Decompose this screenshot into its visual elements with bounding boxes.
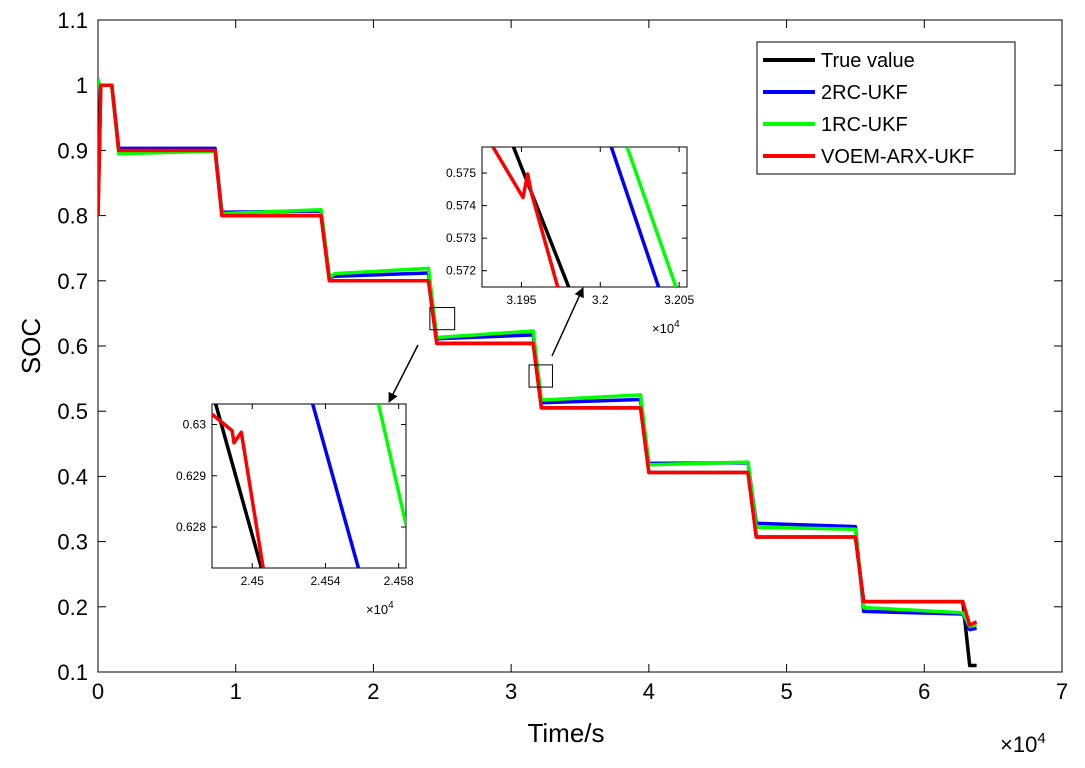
x-tick-label: 7 [1056, 679, 1068, 704]
series-group [98, 78, 978, 668]
inset-lower: 2.45 2.454 2.458 0.628 0.629 0.63 ×104 [176, 403, 414, 617]
inset-series-line-true-value [214, 404, 264, 568]
axis-ticks: 0 1 2 3 4 5 6 7 0.1 0.2 0.3 0.4 0.5 0.6 0.7 0.8 0.9 1 1.1 [57, 8, 1068, 704]
y-tick-label: 0.1 [57, 660, 88, 685]
y-axis-title: SOC [16, 318, 46, 374]
inset-series-line-2rc-ukf [311, 404, 361, 568]
inset-x-tick-label: 2.454 [310, 574, 340, 588]
y-tick-label: 0.9 [57, 138, 88, 163]
inset-y-tick-label: 0.575 [446, 166, 476, 180]
zoom-box [528, 364, 553, 388]
inset-y-tick-label: 0.628 [176, 520, 206, 534]
x-tick-label: 4 [643, 679, 655, 704]
y-tick-label: 0.8 [57, 204, 88, 229]
legend-label: VOEM-ARX-UKF [821, 146, 974, 168]
legend-label: 2RC-UKF [821, 82, 908, 104]
zoom-arrow-lower [388, 344, 419, 403]
x-tick-label: 3 [505, 679, 517, 704]
inset-lower-frame [211, 403, 407, 569]
inset-series-line-1rc-ukf [625, 147, 678, 287]
inset-upper: 3.195 3.2 3.205 0.572 0.573 0.574 0.575 ×104 [446, 146, 694, 336]
zoom-arrow-upper [551, 287, 584, 357]
inset-x-tick-label: 3.205 [664, 293, 694, 307]
inset-y-tick-label: 0.572 [446, 264, 476, 278]
series-line-voem-arx-ukf [98, 83, 978, 627]
inset-y-tick-label: 0.574 [446, 199, 476, 213]
inset-series-line-voem-arx-ukf [491, 147, 560, 287]
x-tick-label: 0 [92, 679, 104, 704]
inset-series-line-true-value [511, 147, 571, 287]
inset-y-tick-label: 0.573 [446, 231, 476, 245]
legend-label: 1RC-UKF [821, 114, 908, 136]
inset-series-line-voem-arx-ukf [212, 412, 265, 568]
x-axis-multiplier: ×104 [1000, 730, 1046, 757]
zoom-boxes [429, 307, 553, 388]
y-tick-label: 1 [76, 73, 88, 98]
y-tick-label: 0.4 [57, 464, 88, 489]
inset-y-tick-label: 0.629 [176, 469, 206, 483]
inset-lower-multiplier: ×104 [366, 600, 394, 617]
inset-x-tick-label: 3.2 [592, 293, 609, 307]
y-tick-label: 0.5 [57, 399, 88, 424]
x-tick-label: 6 [918, 679, 930, 704]
inset-series-line-1rc-ukf [376, 404, 406, 525]
y-tick-label: 0.2 [57, 595, 88, 620]
inset-x-tick-label: 2.45 [241, 574, 265, 588]
inset-upper-frame [481, 146, 688, 288]
x-tick-label: 5 [780, 679, 792, 704]
inset-x-tick-label: 3.195 [506, 293, 536, 307]
y-tick-label: 0.6 [57, 334, 88, 359]
legend: True value 2RC-UKF 1RC-UKF VOEM-ARX-UKF [756, 41, 1016, 175]
inset-y-tick-label: 0.63 [183, 418, 207, 432]
y-tick-label: 1.1 [57, 8, 88, 33]
legend-box [756, 41, 1016, 175]
x-tick-label: 1 [230, 679, 242, 704]
inset-x-tick-label: 2.458 [384, 574, 414, 588]
x-axis-title: Time/s [527, 718, 604, 748]
zoom-box [429, 307, 456, 331]
inset-upper-multiplier: ×104 [652, 319, 680, 336]
x-tick-label: 2 [367, 679, 379, 704]
y-tick-label: 0.7 [57, 269, 88, 294]
y-tick-label: 0.3 [57, 530, 88, 555]
inset-series-line-2rc-ukf [609, 147, 661, 287]
legend-label: True value [821, 50, 915, 72]
